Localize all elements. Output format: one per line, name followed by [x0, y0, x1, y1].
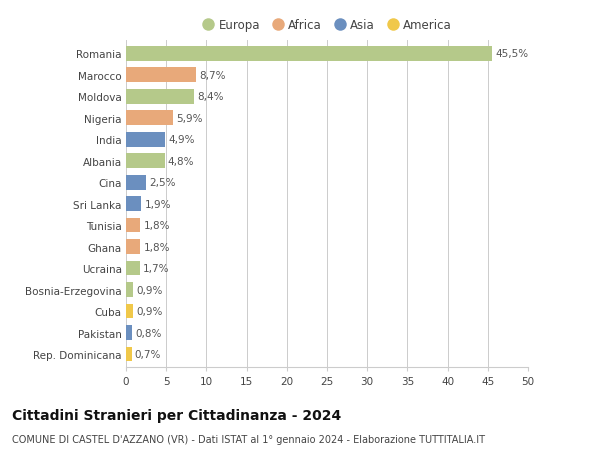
Text: 0,9%: 0,9%	[136, 285, 163, 295]
Bar	[126, 197, 141, 212]
Bar	[126, 133, 166, 147]
Bar	[126, 47, 492, 62]
Text: 4,9%: 4,9%	[169, 135, 195, 145]
Text: 8,7%: 8,7%	[199, 71, 226, 81]
Text: 45,5%: 45,5%	[495, 49, 528, 59]
Bar	[126, 283, 133, 297]
Text: 0,7%: 0,7%	[135, 349, 161, 359]
Bar	[126, 347, 131, 362]
Bar	[126, 111, 173, 126]
Bar	[126, 218, 140, 233]
Text: 5,9%: 5,9%	[176, 113, 203, 123]
Text: 1,8%: 1,8%	[143, 242, 170, 252]
Bar	[126, 304, 133, 319]
Text: 4,8%: 4,8%	[168, 157, 194, 166]
Bar	[126, 68, 196, 83]
Bar	[126, 154, 164, 168]
Text: COMUNE DI CASTEL D'AZZANO (VR) - Dati ISTAT al 1° gennaio 2024 - Elaborazione TU: COMUNE DI CASTEL D'AZZANO (VR) - Dati IS…	[12, 434, 485, 444]
Bar	[126, 175, 146, 190]
Text: 8,4%: 8,4%	[197, 92, 223, 102]
Bar	[126, 90, 194, 104]
Text: 0,8%: 0,8%	[136, 328, 162, 338]
Text: 0,9%: 0,9%	[136, 307, 163, 316]
Bar	[126, 240, 140, 254]
Text: 1,9%: 1,9%	[145, 199, 171, 209]
Text: Cittadini Stranieri per Cittadinanza - 2024: Cittadini Stranieri per Cittadinanza - 2…	[12, 409, 341, 422]
Text: 1,8%: 1,8%	[143, 221, 170, 231]
Legend: Europa, Africa, Asia, America: Europa, Africa, Asia, America	[202, 19, 452, 32]
Text: 2,5%: 2,5%	[149, 178, 176, 188]
Bar	[126, 261, 140, 276]
Bar	[126, 325, 133, 340]
Text: 1,7%: 1,7%	[143, 263, 169, 274]
